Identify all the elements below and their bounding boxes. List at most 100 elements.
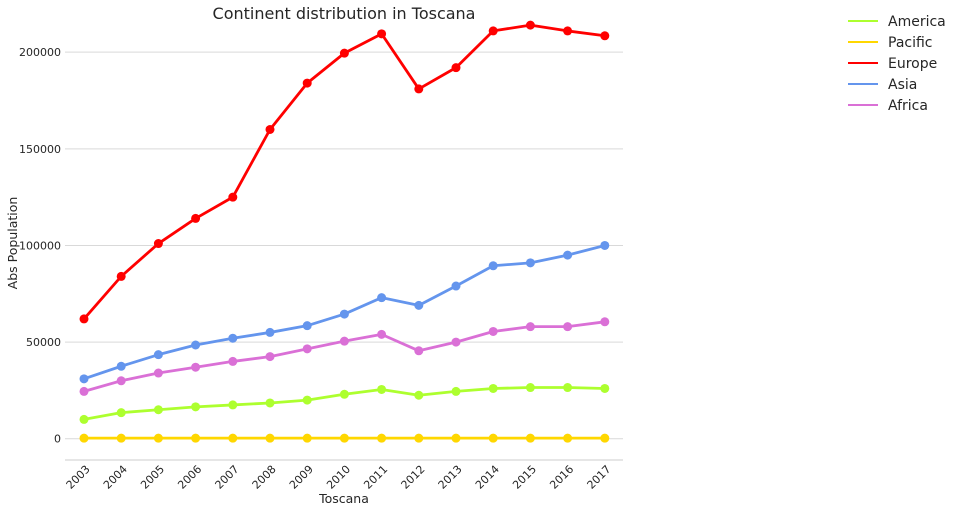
x-tick-label: 2007 [213,463,242,492]
data-point [563,250,573,260]
series-europe [79,20,610,324]
x-tick-label: 2017 [585,463,614,492]
series-lines [79,20,610,443]
data-point [525,20,535,30]
x-tick-label: 2009 [287,463,316,492]
x-tick-label: 2006 [175,463,204,492]
x-tick-label: 2008 [250,463,279,492]
data-point [600,317,610,327]
data-point [265,433,275,443]
data-point [488,26,498,36]
data-point [488,383,498,393]
data-point [79,386,89,396]
x-tick-label: 2003 [64,463,93,492]
y-tick-label: 150000 [19,143,61,156]
data-point [191,362,201,372]
data-point [563,383,573,393]
x-tick-labels: 2003 2004 2005 2006 2007 2008 2009 2010 2011 2012… [64,463,614,492]
data-point [153,405,163,415]
legend: America Pacific Europe Asia Africa [848,14,946,114]
data-point [525,433,535,443]
data-point [414,346,424,356]
data-point [414,433,424,443]
legend-label: Pacific [888,35,933,51]
data-point [377,293,387,303]
legend-label: Europe [888,56,937,72]
x-tick-label: 2010 [324,463,353,492]
data-point [116,408,126,418]
data-point [153,239,163,249]
y-tick-labels: 0 50000 100000 150000 200000 [19,46,61,446]
chart-title: Continent distribution in Toscana [213,4,476,23]
data-point [451,281,461,291]
series-pacific [79,433,610,443]
data-point [265,124,275,134]
legend-label: Asia [888,77,917,93]
x-tick-label: 2016 [547,463,576,492]
data-point [302,78,312,88]
data-point [228,192,238,202]
data-point [191,433,201,443]
data-point [377,329,387,339]
data-point [525,322,535,332]
data-point [488,433,498,443]
data-point [377,433,387,443]
data-point [228,400,238,410]
legend-label: America [888,14,946,30]
series-line [82,23,605,320]
x-tick-label: 2012 [399,463,428,492]
data-point [265,352,275,362]
data-point [116,361,126,371]
data-point [600,383,610,393]
data-point [116,433,126,443]
series-america [79,383,610,424]
data-point [79,414,89,424]
data-point [414,390,424,400]
x-tick-label: 2014 [473,463,502,492]
x-tick-label: 2004 [101,463,130,492]
series-asia [79,240,610,384]
data-point [451,63,461,73]
data-point [79,433,89,443]
data-point [265,398,275,408]
data-point [377,29,387,39]
data-point [600,31,610,41]
data-point [116,271,126,281]
data-point [302,433,312,443]
data-point [563,433,573,443]
data-point [525,383,535,393]
legend-label: Africa [888,98,928,114]
data-point [488,261,498,271]
data-point [79,374,89,384]
data-point [488,326,498,336]
data-point [153,350,163,360]
data-point [339,309,349,319]
data-point [600,433,610,443]
data-point [339,389,349,399]
series-africa [79,317,610,396]
data-point [302,344,312,354]
data-point [563,26,573,36]
data-point [153,368,163,378]
data-point [600,240,610,250]
data-point [265,327,275,337]
data-point [339,433,349,443]
y-axis-label: Abs Population [5,197,20,290]
data-point [339,48,349,58]
data-point [414,84,424,94]
data-point [451,386,461,396]
y-tick-label: 200000 [19,46,61,59]
x-tick-label: 2005 [138,463,167,492]
data-point [228,433,238,443]
y-tick-label: 0 [54,433,61,446]
data-point [339,336,349,346]
data-point [191,340,201,350]
y-tick-label: 100000 [19,239,61,252]
gridlines [65,51,623,440]
data-point [228,333,238,343]
x-tick-label: 2013 [436,463,465,492]
y-tick-label: 50000 [26,336,61,349]
x-tick-label: 2015 [510,463,539,492]
data-point [228,356,238,366]
